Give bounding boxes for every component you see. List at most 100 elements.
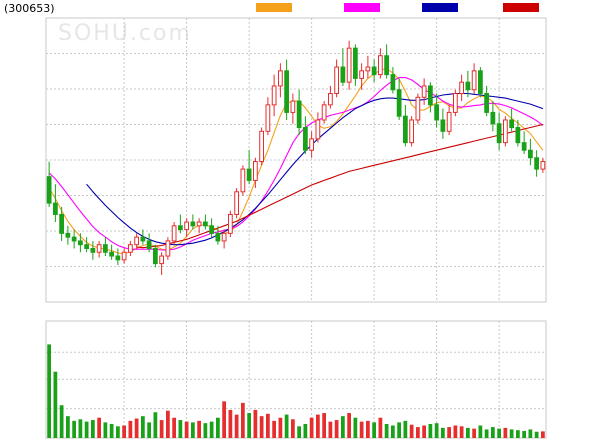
candle	[440, 108, 446, 139]
candle-body	[121, 251, 127, 261]
candle	[128, 240, 133, 257]
candle-body	[140, 236, 146, 242]
volume-bar	[178, 420, 183, 438]
volume-bar	[228, 409, 233, 438]
candle	[90, 240, 96, 260]
legend-swatch-ma10	[344, 3, 380, 12]
candle-body	[353, 47, 358, 79]
volume-bar	[128, 420, 133, 438]
candle	[234, 188, 239, 219]
candle-body	[384, 55, 389, 76]
volume-bar	[278, 417, 283, 438]
volume-bar	[141, 416, 145, 438]
volume-bar	[453, 425, 458, 438]
candle	[165, 237, 171, 260]
candle	[334, 59, 339, 98]
candle	[96, 240, 102, 258]
volume-bar	[203, 423, 208, 438]
volume-bar	[534, 431, 539, 438]
candle-body	[478, 70, 483, 95]
candle	[384, 44, 389, 79]
volume-bar	[109, 423, 114, 438]
volume-bar	[522, 430, 526, 438]
volume-bar	[528, 429, 533, 438]
candle	[134, 233, 139, 249]
candle	[328, 85, 333, 109]
candle-body	[115, 255, 121, 261]
volume-bar	[191, 422, 195, 438]
candle-body	[328, 93, 333, 106]
candle	[353, 44, 358, 86]
candle-body	[365, 66, 371, 72]
volume-bar	[509, 429, 514, 438]
candle-body	[284, 70, 289, 113]
candle-body	[221, 232, 227, 242]
volume-bar	[409, 424, 414, 438]
volume-bar	[391, 425, 395, 438]
legend-swatch-ma5	[256, 3, 292, 12]
candle-body	[484, 93, 489, 113]
candle-body	[415, 96, 421, 121]
candle-body	[428, 85, 433, 106]
volume-bar	[247, 413, 251, 438]
candle	[503, 116, 508, 147]
volume-bar	[72, 420, 76, 438]
candle	[159, 252, 164, 275]
volume-bar	[234, 414, 239, 438]
candle-body	[215, 232, 221, 242]
volume-bar	[272, 420, 276, 438]
volume-bar	[197, 420, 201, 438]
volume-bar	[166, 410, 170, 438]
volume-bar	[97, 417, 101, 438]
watermark: SOHU.com	[58, 21, 192, 46]
candle-body	[378, 55, 383, 76]
candle	[190, 214, 196, 230]
candle-body	[340, 66, 346, 83]
volume-bar	[541, 431, 545, 438]
candle-body	[528, 149, 533, 159]
candle	[484, 85, 489, 117]
candle-body	[46, 176, 52, 204]
candle-body	[203, 221, 208, 227]
candle-body	[453, 93, 458, 113]
candle-body	[209, 225, 214, 234]
candle-body	[321, 104, 327, 121]
candle-body	[84, 244, 89, 249]
candle-body	[246, 168, 252, 181]
candle-body	[165, 240, 171, 257]
volume-bar	[322, 413, 326, 438]
price-grid	[45, 17, 547, 303]
candle-body	[334, 66, 339, 95]
candle-body	[265, 104, 271, 132]
volume-bar	[378, 417, 383, 438]
volume-bar	[372, 422, 376, 438]
candlesticks	[46, 40, 546, 275]
volume-bar	[384, 423, 389, 438]
volume-bar	[172, 417, 176, 438]
candle-body	[109, 251, 114, 257]
candle-body	[196, 221, 202, 227]
volume-bar	[466, 427, 470, 438]
volume-bar	[91, 420, 95, 438]
candle	[315, 112, 321, 143]
candle	[78, 233, 83, 253]
candle-body	[240, 168, 246, 193]
candle-body	[146, 240, 152, 249]
candle	[403, 104, 408, 147]
candle-body	[521, 142, 527, 151]
candle-body	[259, 130, 264, 163]
candle	[534, 150, 539, 177]
volume-bar	[428, 423, 433, 438]
candle	[196, 218, 202, 234]
candle	[409, 116, 414, 147]
candle	[465, 70, 471, 98]
candle	[296, 89, 302, 136]
candle-body	[465, 81, 471, 91]
candle	[321, 101, 327, 124]
candle-body	[184, 221, 189, 231]
candle-body	[134, 236, 139, 246]
legend-swatch-ma60	[503, 3, 539, 12]
candle	[515, 119, 521, 147]
candle	[284, 59, 289, 120]
legend	[256, 3, 539, 12]
